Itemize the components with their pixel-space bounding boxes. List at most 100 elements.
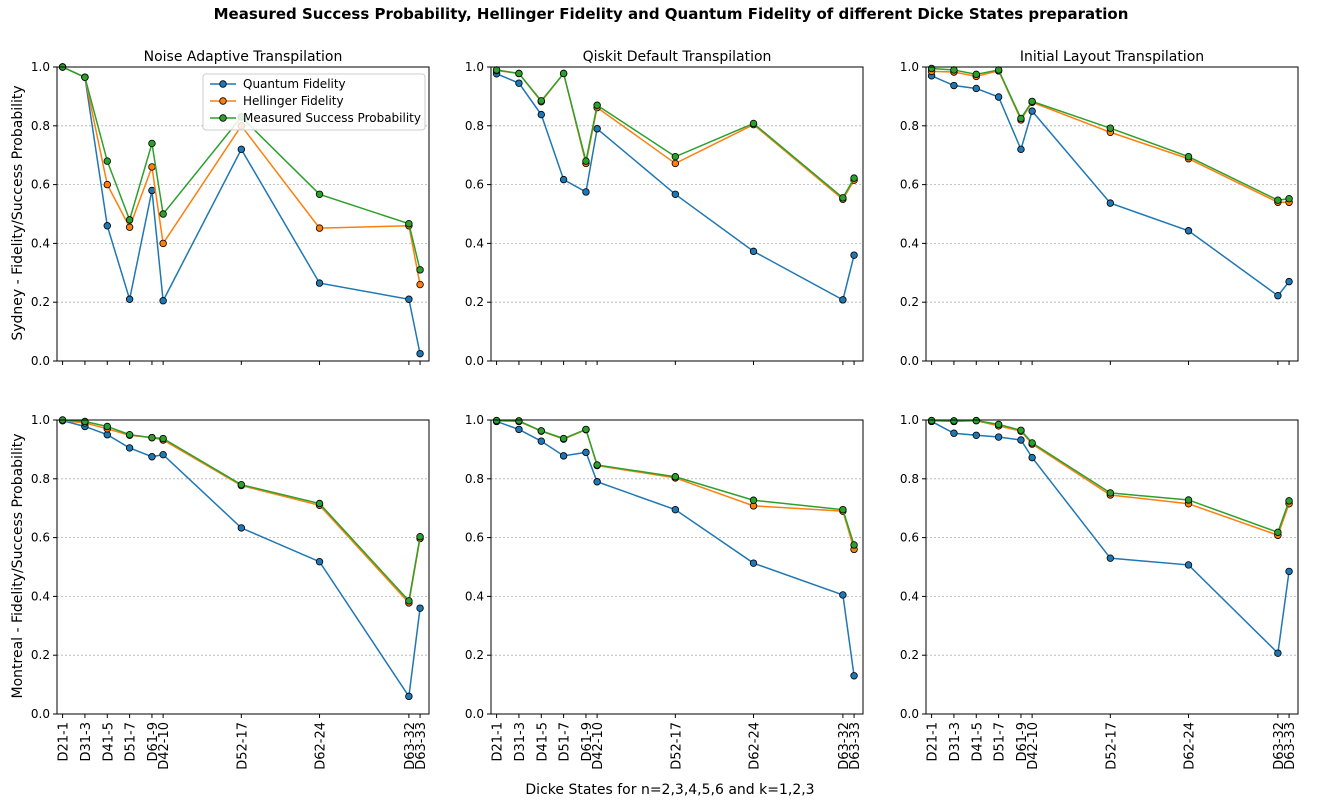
data-point	[671, 159, 680, 168]
data-point	[537, 110, 545, 119]
ytick-label: 0.0	[31, 707, 50, 721]
data-point	[671, 152, 680, 161]
data-point	[850, 541, 858, 549]
data-point	[125, 216, 134, 224]
data-point	[749, 559, 758, 567]
data-point	[972, 84, 980, 93]
series-line-3	[496, 419, 855, 546]
series-line-1	[496, 73, 855, 301]
subplot-r0-c2: Initial Layout Transpilation 0.0 0.2 0.4 0.6…	[900, 49, 1299, 368]
data-point	[1106, 554, 1115, 562]
data-point	[593, 101, 601, 109]
ytick-label: 0.0	[900, 354, 919, 368]
ytick-label: 0.0	[900, 707, 919, 721]
ytick-label: 1.0	[31, 60, 50, 74]
data-point	[1274, 196, 1282, 204]
ytick-label: 0.4	[31, 236, 50, 250]
data-point	[405, 597, 413, 605]
xtick-label: D41-5	[535, 722, 550, 762]
data-point	[582, 425, 590, 434]
data-point	[994, 66, 1003, 74]
xtick-label: D62-24	[748, 722, 763, 770]
series-line-2	[931, 419, 1290, 537]
data-point	[537, 437, 545, 445]
data-point	[237, 524, 246, 532]
data-point	[559, 434, 568, 443]
data-point	[148, 453, 156, 461]
subplot-title: Qiskit Default Transpilation	[583, 49, 772, 65]
data-point	[125, 223, 134, 231]
series-line-2	[496, 419, 855, 550]
data-point	[1106, 124, 1115, 132]
ytick-label: 0.6	[31, 178, 50, 192]
data-point	[850, 672, 858, 680]
data-point	[405, 692, 413, 701]
xtick-label: D63-33	[414, 722, 429, 770]
data-point	[850, 251, 858, 259]
series-line-2	[931, 69, 1290, 203]
xtick-label: D41-5	[970, 722, 985, 762]
ytick-label: 0.4	[465, 236, 484, 250]
data-point	[1028, 453, 1036, 462]
data-point	[593, 478, 601, 486]
data-point	[125, 444, 134, 452]
ytick-label: 0.6	[31, 531, 50, 545]
data-point	[671, 190, 680, 199]
series-line-2	[62, 66, 421, 285]
series-line-3	[931, 419, 1290, 534]
data-point	[950, 66, 958, 74]
series-line-3	[931, 67, 1290, 201]
data-point	[103, 422, 111, 431]
figure-title: Measured Success Probability, Hellinger …	[214, 5, 1129, 23]
legend-entry-label: Hellinger Fidelity	[243, 94, 344, 108]
data-point	[972, 431, 980, 439]
data-point	[749, 119, 758, 128]
series-line-3	[62, 419, 421, 603]
data-point	[159, 239, 167, 248]
data-point	[1285, 277, 1293, 286]
data-point	[515, 417, 523, 425]
data-point	[582, 157, 590, 165]
axes-frame	[490, 66, 864, 362]
xtick-label: D42-10	[591, 722, 606, 770]
ytick-label: 0.8	[900, 472, 919, 486]
data-point	[416, 280, 424, 289]
ytick-label: 0.0	[465, 707, 484, 721]
data-point	[839, 591, 847, 599]
data-point	[1028, 107, 1036, 115]
ytick-label: 0.8	[31, 119, 50, 133]
ytick-label: 0.8	[465, 472, 484, 486]
data-point	[237, 145, 246, 154]
xtick-label: D52-17	[669, 722, 684, 770]
ytick-label: 1.0	[465, 413, 484, 427]
xtick-label: D63-33	[848, 722, 863, 770]
data-point	[125, 295, 134, 303]
data-point	[1184, 152, 1193, 161]
data-point	[1028, 439, 1036, 447]
data-point	[950, 81, 958, 90]
xtick-label: D63-33	[1283, 722, 1298, 770]
legend-entry-label: Quantum Fidelity	[243, 77, 346, 91]
data-point	[1184, 496, 1193, 504]
ytick-label: 0.0	[465, 354, 484, 368]
data-point	[671, 473, 680, 481]
legend-entry-label: Measured Success Probability	[243, 111, 421, 125]
ytick-label: 0.6	[465, 178, 484, 192]
xtick-label: D31-3	[948, 722, 963, 762]
data-point	[1017, 114, 1025, 123]
subplots-group: Noise Adaptive Transpilation 0.0 0.2 0.4 0.6…	[31, 49, 1299, 770]
data-point	[1285, 195, 1293, 203]
ytick-label: 0.8	[31, 472, 50, 486]
ytick-label: 0.2	[465, 295, 484, 309]
xtick-label: D51-7	[993, 722, 1008, 762]
ytick-label: 0.0	[31, 354, 50, 368]
subplot-r1-c2: 0.0 0.2 0.4 0.6 0.8 1.0 D21-1 D31-3 D41-5 D51-7 D6…	[900, 413, 1299, 770]
data-point	[1274, 292, 1282, 300]
xtick-label: D63-32	[1272, 722, 1287, 770]
data-point	[515, 425, 523, 434]
data-point	[537, 427, 545, 435]
data-point	[515, 69, 523, 78]
ytick-label: 0.6	[900, 531, 919, 545]
data-point	[839, 505, 847, 514]
